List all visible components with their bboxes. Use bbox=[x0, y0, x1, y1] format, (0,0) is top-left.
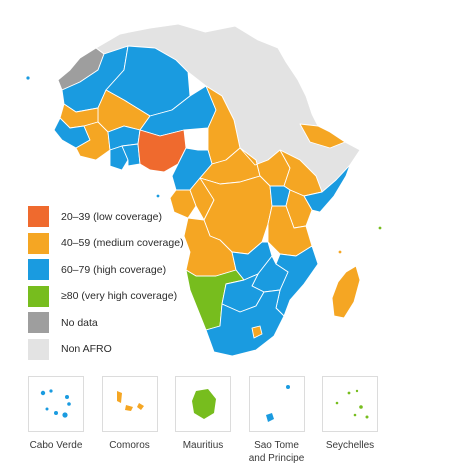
inset-label: Sao Tome and Principe bbox=[249, 439, 305, 465]
island-insets: Cabo Verde Comoros Mauritius Sao Tome and Pr… bbox=[28, 376, 396, 465]
swatch-non-afro bbox=[28, 338, 49, 360]
inset-label: Seychelles bbox=[325, 440, 375, 451]
legend-item: 40–59 (medium coverage) bbox=[28, 232, 184, 254]
region-cabo-verde-dot bbox=[26, 76, 30, 80]
region-lesotho bbox=[251, 325, 263, 339]
region-togo-benin bbox=[121, 143, 141, 167]
inset-map bbox=[28, 376, 84, 432]
inset-map bbox=[101, 376, 158, 432]
region-comoros-dot bbox=[338, 250, 342, 254]
region-madagascar bbox=[331, 265, 361, 319]
legend-label: No data bbox=[61, 316, 98, 329]
legend-item: 60–79 (high coverage) bbox=[28, 259, 184, 280]
island-shape bbox=[335, 389, 369, 419]
inset-comoros: Comoros bbox=[101, 376, 158, 465]
legend-label: 40–59 (medium coverage) bbox=[61, 237, 184, 249]
island-shape bbox=[40, 389, 71, 418]
legend-item: 20–39 (low coverage) bbox=[28, 206, 184, 227]
legend-label: ≥80 (very high coverage) bbox=[61, 290, 178, 302]
region-nigeria bbox=[137, 129, 187, 173]
region-eritrea bbox=[299, 123, 346, 149]
inset-cabo-verde: Cabo Verde bbox=[28, 376, 84, 465]
swatch-medium bbox=[28, 232, 49, 254]
africa-coverage-map bbox=[26, 23, 382, 357]
region-south-africa bbox=[205, 289, 285, 357]
inset-map bbox=[322, 376, 378, 432]
island-shape bbox=[116, 391, 144, 411]
legend-item: ≥80 (very high coverage) bbox=[28, 285, 184, 307]
inset-map bbox=[175, 376, 231, 432]
inset-seychelles: Seychelles bbox=[322, 376, 378, 465]
swatch-low bbox=[28, 206, 49, 227]
inset-mauritius: Mauritius bbox=[175, 376, 231, 465]
region-cote-divoire bbox=[75, 121, 111, 161]
inset-label: Mauritius bbox=[182, 440, 224, 451]
legend-label: 60–79 (high coverage) bbox=[61, 263, 167, 276]
inset-label-line: Sao Tome bbox=[254, 440, 299, 451]
legend-item: Non AFRO bbox=[28, 338, 184, 360]
legend-label: 20–39 (low coverage) bbox=[61, 210, 162, 223]
region-seychelles-dot bbox=[378, 226, 382, 230]
island-shape bbox=[265, 385, 290, 422]
swatch-very-high bbox=[28, 285, 49, 307]
region-ghana bbox=[109, 145, 129, 171]
legend-label: Non AFRO bbox=[61, 343, 112, 355]
region-sao-tome-dot bbox=[156, 194, 160, 198]
inset-label: Cabo Verde bbox=[29, 440, 83, 451]
inset-label: Comoros bbox=[109, 440, 150, 451]
legend-item: No data bbox=[28, 312, 184, 333]
inset-label-line: and Principe bbox=[248, 453, 305, 464]
inset-sao-tome-and-principe: Sao Tome and Principe bbox=[248, 376, 305, 465]
inset-map bbox=[248, 376, 305, 432]
swatch-no-data bbox=[28, 312, 49, 333]
island-shape bbox=[192, 389, 216, 419]
swatch-high bbox=[28, 259, 49, 280]
region-somalia bbox=[303, 164, 351, 213]
map-legend: 20–39 (low coverage) 40–59 (medium covera… bbox=[28, 206, 184, 365]
